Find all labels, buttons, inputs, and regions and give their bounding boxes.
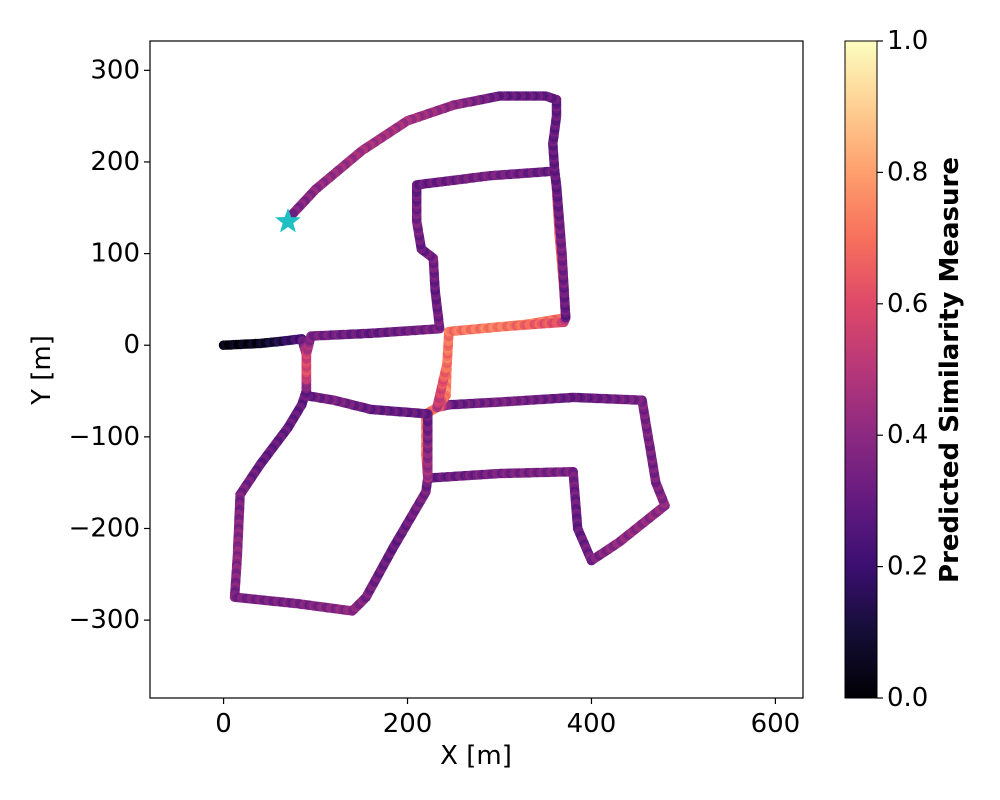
colorbar-tick-label: 0.8 (887, 157, 928, 187)
plot-frame (149, 40, 804, 699)
start-marker (275, 208, 301, 233)
colorbar-ticks: 0.0 0.2 0.4 0.6 0.8 1.0 (877, 26, 928, 713)
y-tick-label: 300 (90, 55, 140, 85)
y-tick-label: −100 (69, 422, 140, 452)
x-axis-ticks: 0 200 400 600 (215, 698, 800, 739)
x-tick-label: 400 (567, 709, 617, 739)
y-tick-label: −300 (69, 605, 140, 635)
colorbar-gradient (844, 40, 878, 699)
colorbar-tick-label: 0.4 (887, 420, 928, 450)
colorbar-label: Predicted Similarity Measure (935, 157, 965, 583)
x-tick-label: 600 (751, 709, 801, 739)
y-axis-label: Y [m] (27, 335, 57, 406)
x-tick-label: 200 (383, 709, 433, 739)
y-tick-label: −200 (69, 513, 140, 543)
y-tick-label: 100 (90, 239, 140, 269)
x-axis-label: X [m] (440, 741, 512, 771)
colorbar-tick-label: 0.6 (887, 289, 928, 319)
y-tick-label: 0 (123, 330, 140, 360)
colorbar-tick-label: 0.0 (887, 683, 928, 713)
start-star-icon (275, 208, 301, 233)
colorbar-tick-label: 1.0 (887, 26, 928, 56)
y-tick-label: 200 (90, 147, 140, 177)
colorbar: 0.0 0.2 0.4 0.6 0.8 1.0 Predicted Similarity … (844, 26, 965, 713)
y-axis-ticks: −300 −200 −100 0 100 200 300 (69, 55, 150, 635)
trajectory (218, 91, 670, 616)
colorbar-tick-label: 0.2 (887, 552, 928, 582)
x-tick-label: 0 (215, 709, 232, 739)
